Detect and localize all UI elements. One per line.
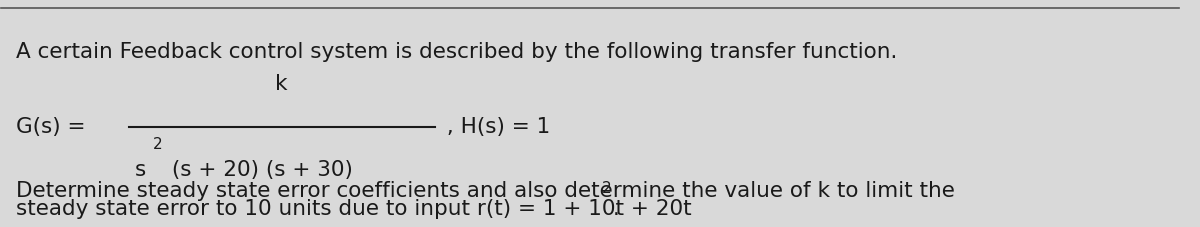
Text: , H(s) = 1: , H(s) = 1 (440, 117, 551, 137)
Text: s: s (134, 160, 145, 180)
Text: steady state error to 10 units due to input r(t) = 1 + 10t + 20t: steady state error to 10 units due to in… (16, 199, 691, 219)
Text: k: k (275, 74, 288, 94)
Text: (s + 20) (s + 30): (s + 20) (s + 30) (166, 160, 353, 180)
Text: .: . (612, 199, 619, 219)
Text: G(s) =: G(s) = (16, 117, 85, 137)
Text: A certain Feedback control system is described by the following transfer functio: A certain Feedback control system is des… (16, 42, 896, 62)
Text: 2: 2 (601, 181, 611, 196)
Text: Determine steady state error coefficients and also determine the value of k to l: Determine steady state error coefficient… (16, 181, 954, 201)
Text: 2: 2 (154, 137, 163, 152)
